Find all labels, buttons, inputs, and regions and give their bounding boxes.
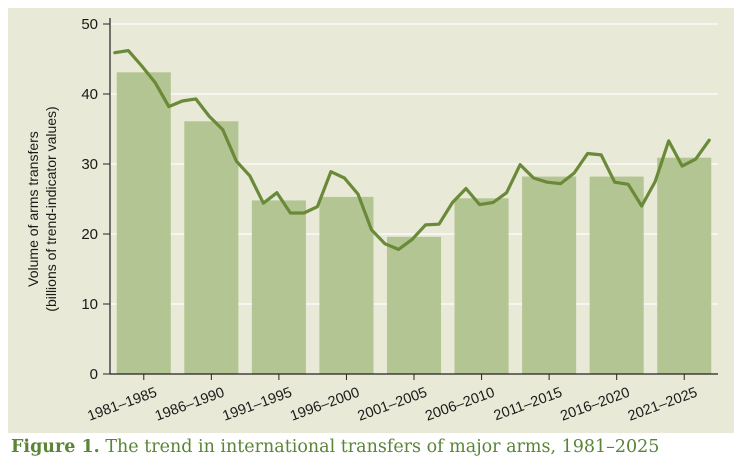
x-tick-label-1991–1995: 1991–1995 — [221, 385, 295, 425]
y-tick-label-40: 40 — [81, 86, 98, 103]
trend-line-path — [113, 49, 711, 251]
y-tick-label-20: 20 — [81, 226, 98, 243]
x-tick-label-1986–1990: 1986–1990 — [153, 385, 227, 425]
axes — [103, 18, 718, 380]
y-axis-title-line-2: (billions of trend-indicator values) — [43, 106, 59, 311]
x-tick-label-2001–2005: 2001–2005 — [356, 385, 430, 425]
bars — [116, 72, 712, 375]
bar-2016–2020 — [589, 176, 644, 374]
figure-label: Figure 1. — [11, 437, 100, 457]
x-tick-label-2016–2020: 2016–2020 — [558, 385, 632, 425]
bar-2001–2005 — [386, 236, 442, 374]
y-tick-label-10: 10 — [81, 296, 98, 313]
y-tick-label-50: 50 — [81, 16, 98, 33]
y-tick-label-30: 30 — [81, 156, 98, 173]
x-tick-label-2006–2010: 2006–2010 — [423, 385, 497, 425]
bar-1996–2000 — [319, 196, 374, 374]
bar-1981–1985 — [116, 72, 171, 375]
x-tick-label-2011–2015: 2011–2015 — [492, 385, 565, 424]
bar-2011–2015 — [522, 176, 577, 374]
x-tick-label-2021–2025: 2021–2025 — [626, 385, 700, 425]
y-axis-title-line-1: Volume of arms transfers — [25, 131, 41, 287]
bar-2021–2025 — [657, 157, 712, 374]
x-tick-label-1981–1985: 1981–1985 — [85, 385, 159, 425]
arms-transfer-chart: 0 10 20 30 40 50 1981–19851986–19901991–199519… — [25, 16, 718, 425]
bar-1986–1990 — [184, 121, 239, 374]
x-tick-label-1996–2000: 1996–2000 — [288, 385, 362, 425]
trend-line — [113, 49, 711, 251]
y-tick-label-0: 0 — [90, 366, 98, 383]
bar-2006–2010 — [454, 198, 509, 374]
figure-caption-text: The trend in international transfers of … — [105, 437, 660, 457]
figure-caption: Figure 1. The trend in international tra… — [11, 437, 731, 457]
bar-1991–1995 — [251, 200, 306, 374]
chart-panel: 0 10 20 30 40 50 1981–1985 1986–1990 1991–1995 19… — [8, 8, 734, 433]
